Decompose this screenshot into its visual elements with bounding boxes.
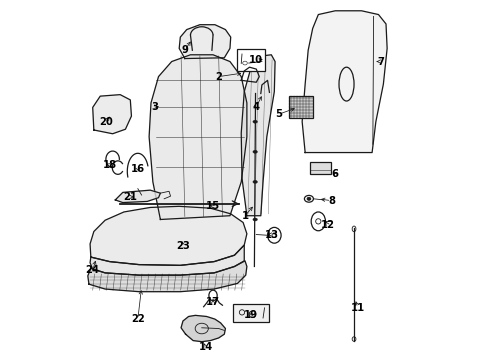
Text: 7: 7 [377, 57, 384, 67]
Polygon shape [241, 55, 275, 216]
Polygon shape [90, 206, 247, 265]
Text: 8: 8 [328, 196, 335, 206]
Polygon shape [149, 55, 247, 220]
Text: 17: 17 [206, 297, 220, 307]
Text: 15: 15 [206, 201, 220, 211]
Text: 23: 23 [176, 241, 190, 251]
Polygon shape [88, 261, 247, 292]
Text: 16: 16 [131, 164, 145, 174]
Text: 19: 19 [244, 310, 258, 320]
Polygon shape [179, 25, 231, 59]
Text: 20: 20 [99, 117, 113, 127]
Text: 4: 4 [253, 102, 260, 112]
Bar [233, 304, 269, 322]
Text: 3: 3 [151, 102, 158, 112]
Text: 24: 24 [86, 265, 99, 275]
Polygon shape [93, 95, 131, 134]
Text: 14: 14 [198, 342, 213, 352]
Text: 6: 6 [332, 169, 339, 179]
Polygon shape [181, 315, 225, 342]
Text: 10: 10 [249, 55, 263, 65]
Text: 22: 22 [131, 314, 145, 324]
Text: 11: 11 [351, 303, 365, 313]
Text: 2: 2 [215, 72, 222, 82]
Ellipse shape [253, 120, 257, 123]
Text: 18: 18 [102, 160, 117, 170]
Text: 13: 13 [264, 230, 278, 239]
Text: 1: 1 [242, 211, 248, 221]
Text: 21: 21 [123, 192, 137, 202]
Polygon shape [302, 11, 387, 153]
Text: 12: 12 [321, 220, 335, 230]
Ellipse shape [253, 180, 257, 183]
Ellipse shape [253, 218, 257, 221]
Bar [290, 96, 313, 118]
Ellipse shape [307, 197, 311, 200]
Ellipse shape [253, 150, 257, 153]
Bar [310, 162, 332, 174]
Text: 9: 9 [181, 45, 188, 55]
Text: 5: 5 [275, 109, 282, 119]
Polygon shape [90, 245, 244, 275]
Polygon shape [115, 190, 160, 203]
Bar [237, 49, 265, 71]
